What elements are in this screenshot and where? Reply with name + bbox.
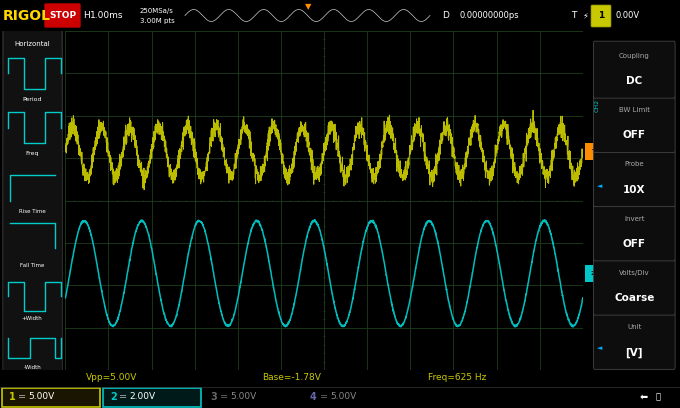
Text: 2.00V: 2.00V [129,392,155,401]
Text: -Width: -Width [23,365,41,370]
Text: BW Limit: BW Limit [619,107,650,113]
FancyBboxPatch shape [3,0,63,408]
FancyBboxPatch shape [3,0,63,408]
Text: Volts/Div: Volts/Div [619,270,649,276]
Text: STOP: STOP [49,11,76,20]
Text: OFF: OFF [623,239,646,249]
Text: ◄: ◄ [596,183,602,188]
FancyBboxPatch shape [591,5,611,27]
Text: 1: 1 [9,392,16,402]
Text: 3.00M pts: 3.00M pts [140,18,175,24]
Text: OFF: OFF [623,131,646,140]
Bar [37,264,56,283]
Text: 0.00V: 0.00V [615,11,639,20]
Text: 5.00V: 5.00V [28,392,54,401]
Text: DC: DC [626,76,643,86]
Text: 1: 1 [598,11,604,20]
Text: 🔊: 🔊 [656,392,661,401]
FancyBboxPatch shape [594,41,675,98]
Text: =: = [119,392,127,402]
Text: CH2: CH2 [617,120,622,133]
Text: 10X: 10X [623,185,645,195]
Text: 5.00V: 5.00V [230,392,256,401]
FancyBboxPatch shape [3,0,63,408]
FancyBboxPatch shape [594,95,675,152]
FancyBboxPatch shape [44,4,80,27]
Text: ⚡: ⚡ [582,11,588,20]
Text: Unit: Unit [627,324,641,330]
FancyBboxPatch shape [594,150,675,206]
FancyBboxPatch shape [2,388,100,407]
Text: ▼: ▼ [305,2,311,11]
Text: 5.00V: 5.00V [330,392,356,401]
FancyBboxPatch shape [103,388,201,407]
FancyBboxPatch shape [594,313,675,369]
Text: ⬅: ⬅ [640,392,648,402]
Text: D: D [442,11,449,20]
Text: Rise Time: Rise Time [19,209,46,214]
FancyBboxPatch shape [3,0,63,408]
Text: 2: 2 [44,269,49,278]
Text: Probe: Probe [624,161,644,167]
Text: Period: Period [22,97,42,102]
FancyBboxPatch shape [594,204,675,261]
Text: 3: 3 [210,392,217,402]
Text: +Width: +Width [22,316,43,321]
Text: Vpp=5.00V: Vpp=5.00V [86,373,137,382]
Text: 1: 1 [44,147,49,156]
Text: H: H [83,11,90,20]
Text: Invert: Invert [624,215,645,222]
Text: =: = [18,392,26,402]
Text: ▼: ▼ [0,407,1,408]
Text: RIGOL: RIGOL [3,9,51,22]
FancyBboxPatch shape [594,258,675,315]
Bar [585,143,601,160]
Text: Freq: Freq [25,151,39,156]
Text: CH2: CH2 [595,99,600,112]
Text: 250MSa/s: 250MSa/s [140,8,174,14]
Text: 0.00000000ps: 0.00000000ps [460,11,520,20]
Text: =: = [220,392,228,402]
Text: 1.00ms: 1.00ms [90,11,124,20]
FancyBboxPatch shape [3,0,63,408]
Text: Coupling: Coupling [619,53,649,59]
Text: =: = [320,392,328,402]
Text: T: T [571,11,577,20]
Text: 4: 4 [310,392,317,402]
Text: T: T [591,149,595,154]
Text: Base=-1.78V: Base=-1.78V [262,373,321,382]
FancyBboxPatch shape [3,0,63,408]
Bar [585,265,601,282]
Bar [37,142,56,161]
Text: Coarse: Coarse [614,293,654,303]
Text: ◄: ◄ [596,346,602,351]
Text: 2: 2 [591,271,595,276]
Text: 2: 2 [110,392,117,402]
Text: Horizontal: Horizontal [14,41,50,47]
Text: [V]: [V] [626,347,643,357]
Text: Fall Time: Fall Time [20,263,44,268]
Text: Freq=625 Hz: Freq=625 Hz [428,373,486,382]
